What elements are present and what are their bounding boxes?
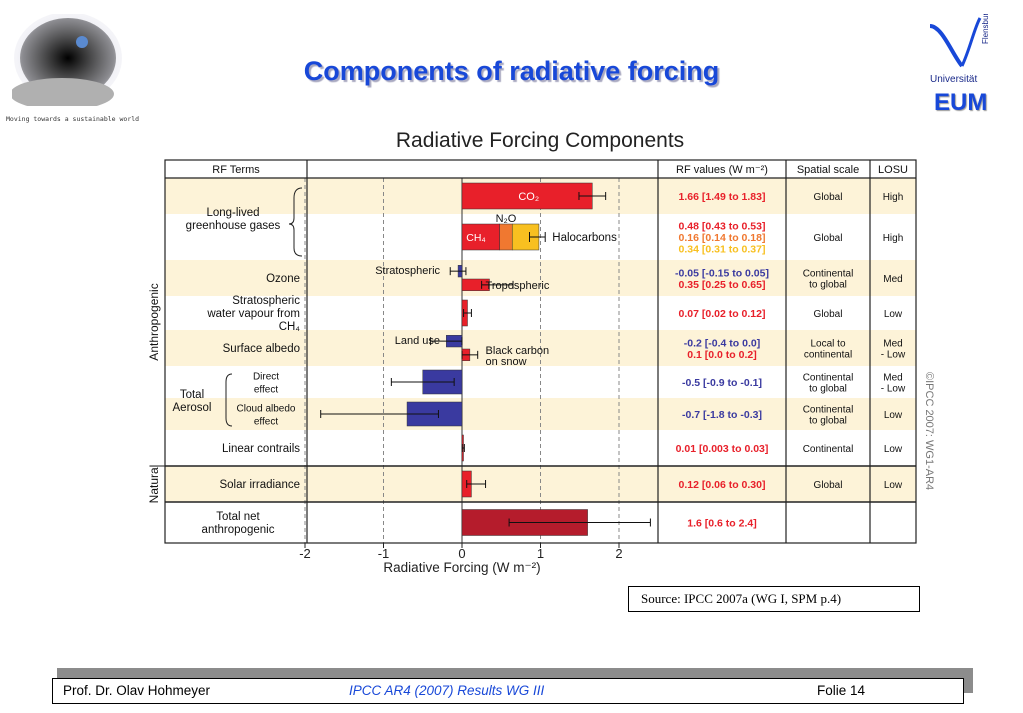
total-aerosol-label: Aerosol bbox=[173, 402, 212, 414]
losu-value: High bbox=[883, 192, 904, 203]
x-tick-label: 1 bbox=[537, 546, 544, 561]
rf-term-label: water vapour from bbox=[206, 308, 300, 320]
losu-value: Med bbox=[883, 373, 902, 384]
copyright-label: ©IPCC 2007: WG1-AR4 bbox=[923, 372, 935, 490]
spatial-scale: Continental bbox=[803, 373, 854, 384]
eum-logo-text: EUM bbox=[934, 89, 988, 116]
spatial-scale: Local to bbox=[810, 339, 845, 350]
bar-label: CH₄ bbox=[466, 232, 485, 244]
source-citation: Source: IPCC 2007a (WG I, SPM p.4) bbox=[628, 586, 920, 612]
footer-title: IPCC AR4 (2007) Results WG III bbox=[349, 683, 545, 698]
spatial-scale: Continental bbox=[803, 405, 854, 416]
column-header: LOSU bbox=[878, 164, 908, 176]
losu-value: Med bbox=[883, 274, 902, 285]
rf-term-label: Stratospheric bbox=[232, 295, 300, 307]
footer-bar: Prof. Dr. Olav Hohmeyer IPCC AR4 (2007) … bbox=[52, 678, 964, 704]
losu-value: Low bbox=[884, 480, 903, 491]
rf-value: 1.66 [1.49 to 1.83] bbox=[679, 191, 766, 203]
forcing-bar bbox=[461, 223, 500, 251]
x-tick-label: -1 bbox=[378, 546, 390, 561]
spatial-scale: Continental bbox=[803, 444, 854, 455]
forcing-bar bbox=[461, 182, 593, 210]
rf-term-label: Linear contrails bbox=[222, 443, 300, 455]
spatial-scale: to global bbox=[809, 384, 847, 395]
rf-value: 0.07 [0.02 to 0.12] bbox=[679, 308, 766, 320]
losu-value: - Low bbox=[881, 384, 906, 395]
losu-value: Med bbox=[883, 339, 902, 350]
total-aerosol-label: Total bbox=[180, 389, 204, 401]
rf-value: 1.6 [0.6 to 2.4] bbox=[687, 518, 756, 530]
spatial-scale: continental bbox=[804, 350, 852, 361]
university-logo: Flensburg bbox=[922, 8, 1002, 120]
group-label-anthropogenic: Anthropogenic bbox=[147, 283, 161, 360]
x-tick-label: 0 bbox=[458, 546, 465, 561]
long-lived-label: Long-lived bbox=[206, 207, 259, 219]
uni-name: Universität bbox=[930, 74, 978, 85]
rf-term-label: Total net bbox=[216, 511, 260, 523]
rf-term-label: Ozone bbox=[266, 273, 300, 285]
earthrise-logo bbox=[10, 12, 124, 110]
rf-value: 0.48 [0.43 to 0.53] bbox=[679, 221, 766, 233]
rf-value: -0.05 [-0.15 to 0.05] bbox=[675, 267, 769, 279]
losu-value: Low bbox=[884, 444, 903, 455]
bar-label: on snow bbox=[486, 356, 527, 368]
slide-title: Components of radiative forcing bbox=[303, 56, 720, 86]
x-tick-label: 2 bbox=[615, 546, 622, 561]
bar-label: Black carbon bbox=[486, 345, 550, 357]
rf-value: 0.12 [0.06 to 0.30] bbox=[679, 479, 766, 491]
bar-label: Tropospheric bbox=[486, 280, 550, 292]
losu-value: - Low bbox=[881, 350, 906, 361]
losu-value: Low bbox=[884, 309, 903, 320]
rf-value: -0.5 [-0.9 to -0.1] bbox=[682, 377, 762, 389]
spatial-scale: Global bbox=[814, 233, 843, 244]
uni-city: Flensburg bbox=[981, 14, 990, 44]
x-axis-label: Radiative Forcing (W m⁻²) bbox=[383, 560, 540, 575]
rf-term-label: CH₄ bbox=[279, 321, 301, 333]
column-header: Spatial scale bbox=[797, 164, 859, 176]
rf-term-label: Surface albedo bbox=[223, 343, 300, 355]
spatial-scale: to global bbox=[809, 416, 847, 427]
rf-term-label: anthropogenic bbox=[202, 524, 275, 536]
spatial-scale: Global bbox=[814, 192, 843, 203]
rf-term-label: Direct bbox=[253, 372, 279, 383]
tagline: Moving towards a sustainable world bbox=[6, 115, 140, 123]
bar-label: CO₂ bbox=[518, 191, 539, 203]
rf-value: -0.2 [-0.4 to 0.0] bbox=[684, 337, 760, 349]
losu-value: Low bbox=[884, 410, 903, 421]
x-tick-label: -2 bbox=[299, 546, 311, 561]
spatial-scale: Continental bbox=[803, 269, 854, 280]
spatial-scale: Global bbox=[814, 480, 843, 491]
spatial-scale: Global bbox=[814, 309, 843, 320]
bar-label: Halocarbons bbox=[552, 232, 617, 244]
rf-value: 0.16 [0.14 to 0.18] bbox=[679, 232, 766, 244]
rf-term-label: Solar irradiance bbox=[219, 479, 300, 491]
rf-term-label: effect bbox=[254, 385, 278, 396]
rf-value: 0.35 [0.25 to 0.65] bbox=[679, 279, 766, 291]
rf-term-label: effect bbox=[254, 417, 278, 428]
group-label-natural: Natural bbox=[147, 465, 161, 504]
rf-value: 0.34 [0.31 to 0.37] bbox=[679, 244, 766, 256]
chart-title: Radiative Forcing Components bbox=[396, 129, 684, 152]
column-header: RF values (W m⁻²) bbox=[676, 164, 768, 176]
rf-value: 0.01 [0.003 to 0.03] bbox=[676, 443, 769, 455]
column-header: RF Terms bbox=[212, 164, 260, 176]
long-lived-label: greenhouse gases bbox=[186, 220, 281, 232]
footer-page-number: Folie 14 bbox=[817, 683, 866, 698]
losu-value: High bbox=[883, 233, 904, 244]
rf-value: -0.7 [-1.8 to -0.3] bbox=[682, 409, 762, 421]
footer-author: Prof. Dr. Olav Hohmeyer bbox=[63, 683, 211, 698]
bar-label: Land use bbox=[395, 335, 440, 347]
bar-label: Stratospheric bbox=[375, 265, 440, 277]
rf-term-label: Cloud albedo bbox=[237, 404, 296, 415]
aerosol-bracket bbox=[225, 373, 233, 427]
spatial-scale: to global bbox=[809, 280, 847, 291]
bar-label: N₂O bbox=[496, 213, 517, 225]
rf-value: 0.1 [0.0 to 0.2] bbox=[687, 349, 756, 361]
brace bbox=[288, 187, 303, 257]
forcing-bar bbox=[499, 223, 513, 251]
